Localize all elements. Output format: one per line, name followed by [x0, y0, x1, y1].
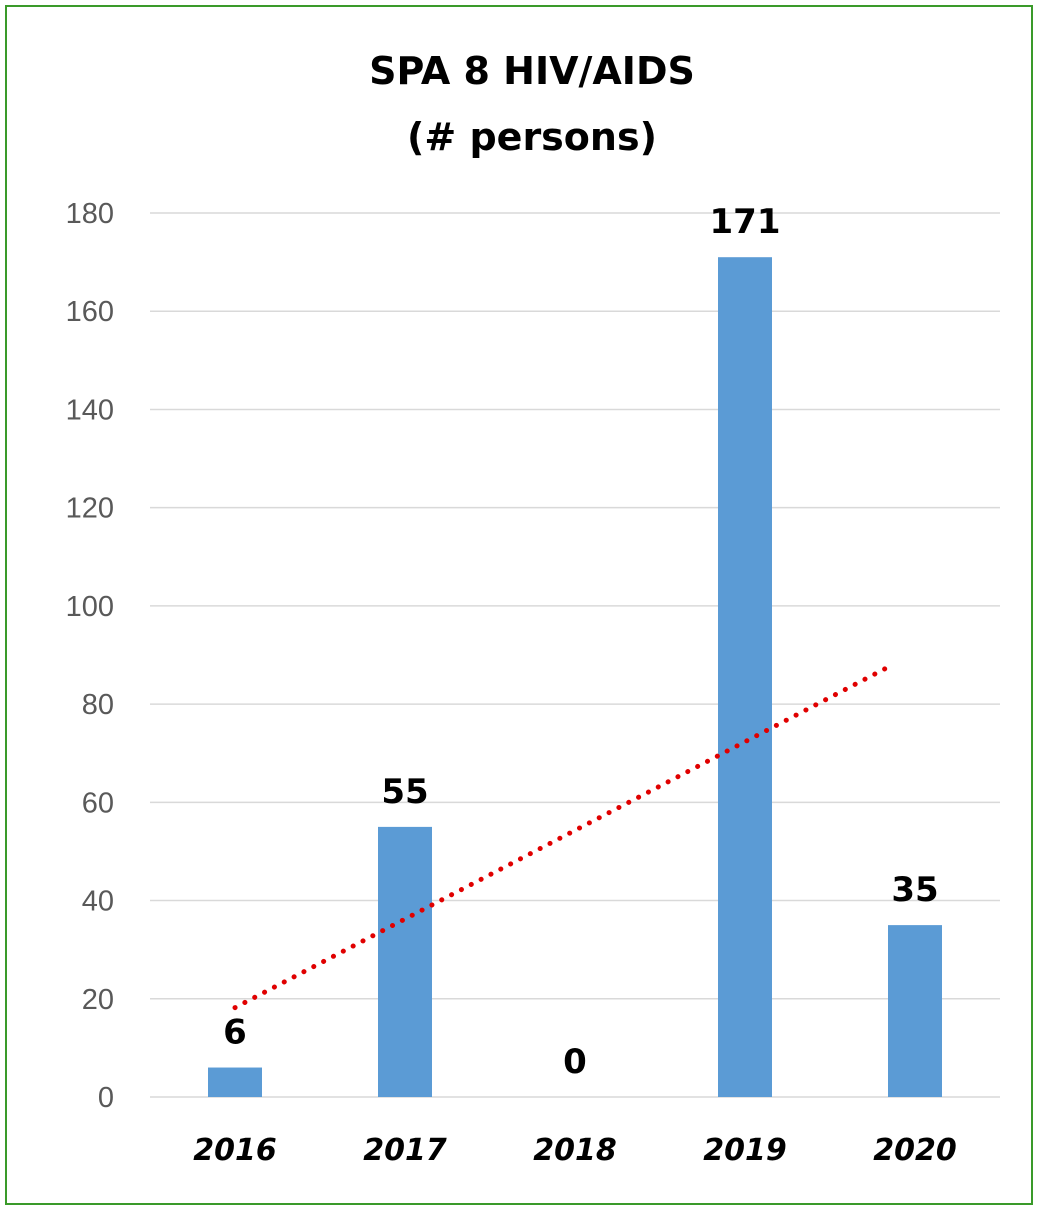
- y-tick-label-180: 180: [66, 198, 114, 230]
- x-tick-label-2019: 2019: [703, 1133, 787, 1168]
- bars: [208, 257, 942, 1097]
- bar-2017: [378, 826, 432, 1097]
- y-tick-label-120: 120: [66, 493, 114, 525]
- data-label-2017: 55: [381, 772, 428, 812]
- y-tick-label-0: 0: [98, 1082, 114, 1114]
- data-label-2020: 35: [891, 870, 938, 910]
- x-tick-label-2017: 2017: [363, 1133, 447, 1168]
- trendline-path: [232, 666, 888, 1011]
- data-label-2016: 6: [223, 1013, 247, 1053]
- x-tick-label-2016: 2016: [193, 1133, 277, 1168]
- y-tick-label-60: 60: [82, 787, 114, 819]
- trendline: [232, 666, 888, 1011]
- bar-2019: [718, 257, 772, 1097]
- y-tick-label-20: 20: [82, 984, 114, 1016]
- bar-2016: [208, 1067, 262, 1097]
- y-axis-ticks: 0 20 40 60 80 100 120 140 160 180: [66, 198, 114, 1114]
- chart-title-line-2: (# persons): [407, 115, 657, 159]
- data-label-2018: 0: [563, 1042, 587, 1082]
- chart-title-line-1: SPA 8 HIV/AIDS: [369, 49, 695, 93]
- x-axis-ticks: 2016 2017 2018 2019 2020: [193, 1133, 957, 1168]
- x-tick-label-2018: 2018: [533, 1133, 617, 1168]
- y-tick-label-140: 140: [66, 394, 114, 426]
- bar-2020: [888, 925, 942, 1097]
- y-tick-label-100: 100: [66, 591, 114, 623]
- gridlines: [150, 212, 1000, 1098]
- y-tick-label-160: 160: [66, 296, 114, 328]
- data-labels: 6 55 0 171 35: [223, 202, 939, 1082]
- y-tick-label-40: 40: [82, 886, 114, 918]
- y-tick-label-80: 80: [82, 689, 114, 721]
- x-tick-label-2020: 2020: [873, 1133, 957, 1168]
- data-label-2019: 171: [710, 202, 781, 242]
